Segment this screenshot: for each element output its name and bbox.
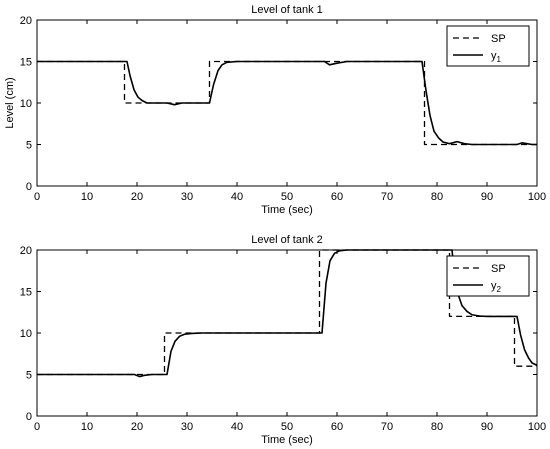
chart-title: Level of tank 1: [251, 4, 323, 16]
legend-label: y1: [491, 50, 502, 64]
x-tick-label: 80: [431, 191, 443, 203]
y-tick-label: 5: [26, 370, 32, 382]
x-tick-label: 40: [231, 191, 243, 203]
series-line-output: [37, 249, 538, 378]
x-tick-label: 20: [131, 191, 143, 203]
x-tick-label: 100: [528, 191, 546, 203]
x-tick-label: 30: [181, 191, 193, 203]
x-tick-label: 80: [431, 421, 443, 433]
y-tick-label: 15: [20, 57, 32, 69]
x-tick-label: 100: [528, 421, 546, 433]
x-axis-label: Time (sec): [261, 434, 313, 446]
x-tick-label: 10: [81, 191, 93, 203]
legend: SP y2: [446, 255, 530, 297]
x-tick-label: 40: [231, 421, 243, 433]
y-tick-label: 20: [20, 245, 32, 257]
legend-label-text: y: [491, 280, 497, 292]
x-tick-label: 10: [81, 421, 93, 433]
legend-box: [446, 25, 530, 67]
legend-label: SP: [491, 263, 506, 275]
y-tick-label: 20: [20, 15, 32, 27]
x-tick-label: 70: [381, 191, 393, 203]
legend-label-text: y: [491, 50, 497, 62]
x-axis-label: Time (sec): [261, 204, 313, 216]
x-tick-label: 60: [331, 191, 343, 203]
legend-label-subscript: 2: [497, 285, 502, 294]
y-tick-label: 10: [20, 98, 32, 110]
chart-1: 0 10 20 30 40 50 60 70 80 90 100 0 5 10 15 20 Level of t…: [4, 4, 546, 216]
legend-label-subscript: 1: [497, 55, 502, 64]
y-tick-label: 5: [26, 140, 32, 152]
y-tick-label: 0: [26, 411, 32, 423]
x-tick-label: 0: [34, 421, 40, 433]
x-tick-label: 50: [281, 421, 293, 433]
y-tick-label: 15: [20, 287, 32, 299]
x-tick-label: 60: [331, 421, 343, 433]
x-tick-label: 70: [381, 421, 393, 433]
x-tick-label: 30: [181, 421, 193, 433]
legend-label-text: SP: [491, 33, 506, 45]
x-tick-label: 90: [481, 421, 493, 433]
series-line-setpoint: [37, 60, 537, 146]
legend-box: [446, 255, 530, 297]
chart-2: 0 10 20 30 40 50 60 70 80 90 100 0 5 10 15 20 Level of t…: [20, 234, 546, 446]
y-tick-label: 10: [20, 328, 32, 340]
y-tick-label: 0: [26, 181, 32, 193]
x-tick-label: 20: [131, 421, 143, 433]
legend-label-text: SP: [491, 263, 506, 275]
legend-label: SP: [491, 33, 506, 45]
x-tick-label: 90: [481, 191, 493, 203]
chart-title: Level of tank 2: [251, 234, 323, 246]
x-tick-label: 0: [34, 191, 40, 203]
x-tick-label: 50: [281, 191, 293, 203]
legend: SP y1: [446, 25, 530, 67]
y-axis-label: Level (cm): [4, 77, 16, 128]
legend-label: y2: [491, 280, 502, 294]
series-line-output: [37, 60, 537, 146]
